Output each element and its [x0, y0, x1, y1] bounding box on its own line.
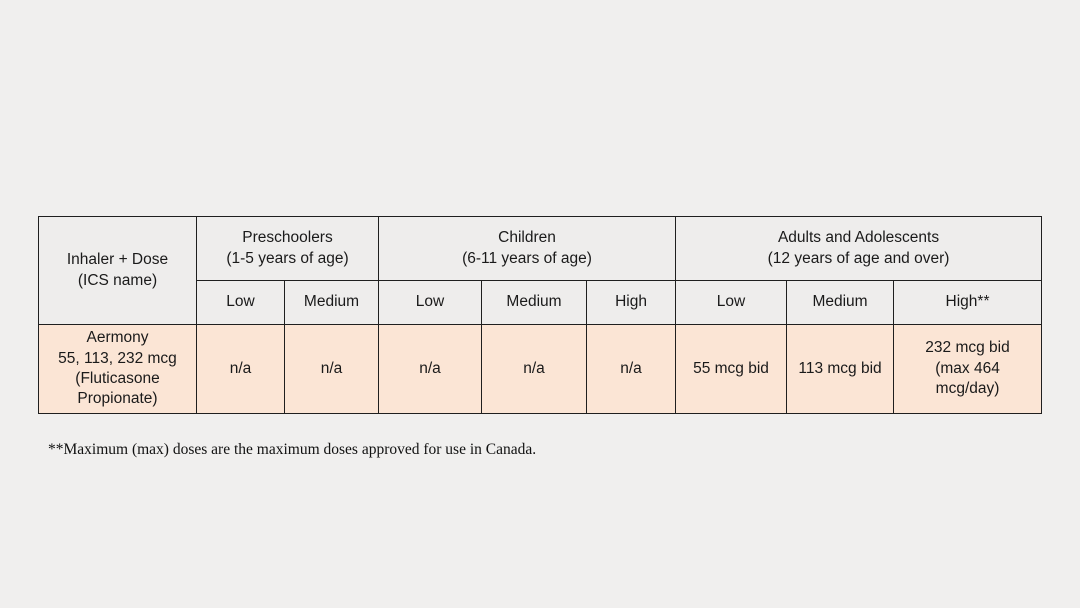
table-row-aermony: Aermony 55, 113, 232 mcg (Fluticasone Pr… — [38, 324, 1043, 414]
subheader-adults-medium: Medium — [786, 280, 895, 325]
subheader-adults-low: Low — [675, 280, 788, 325]
cell-adults-high: 232 mcg bid (max 464 mcg/day) — [893, 324, 1043, 414]
subheader-preschoolers-medium: Medium — [284, 280, 379, 325]
group-header-children: Children (6-11 years of age) — [377, 216, 677, 281]
cell-preschoolers-low: n/a — [196, 324, 285, 414]
table-row-dose-levels: Low Medium Low Medium High Low Medium Hi… — [39, 280, 1043, 325]
ics-dosing-table: Inhaler + Dose (ICS name) Preschoolers (… — [38, 216, 1043, 414]
cell-children-medium: n/a — [481, 324, 587, 414]
row-name-aermony: Aermony 55, 113, 232 mcg (Fluticasone Pr… — [38, 324, 197, 414]
cell-children-low: n/a — [378, 324, 482, 414]
table-row-group-headers: Inhaler + Dose (ICS name) Preschoolers (… — [38, 216, 1043, 325]
group-header-adults-adolescents: Adults and Adolescents (12 years of age … — [675, 216, 1043, 281]
cell-adults-medium: 113 mcg bid — [786, 324, 895, 414]
corner-header-inhaler-dose: Inhaler + Dose (ICS name) — [38, 216, 197, 325]
group-header-preschoolers: Preschoolers (1-5 years of age) — [196, 216, 379, 281]
subheader-preschoolers-low: Low — [196, 280, 285, 325]
subheader-adults-high: High** — [893, 280, 1043, 325]
cell-adults-low: 55 mcg bid — [675, 324, 788, 414]
subheader-children-medium: Medium — [481, 280, 587, 325]
subheader-children-low: Low — [378, 280, 482, 325]
max-dose-footnote: **Maximum (max) doses are the maximum do… — [48, 441, 537, 458]
cell-children-high: n/a — [585, 324, 677, 414]
cell-preschoolers-medium: n/a — [284, 324, 379, 414]
subheader-children-high: High — [585, 280, 677, 325]
